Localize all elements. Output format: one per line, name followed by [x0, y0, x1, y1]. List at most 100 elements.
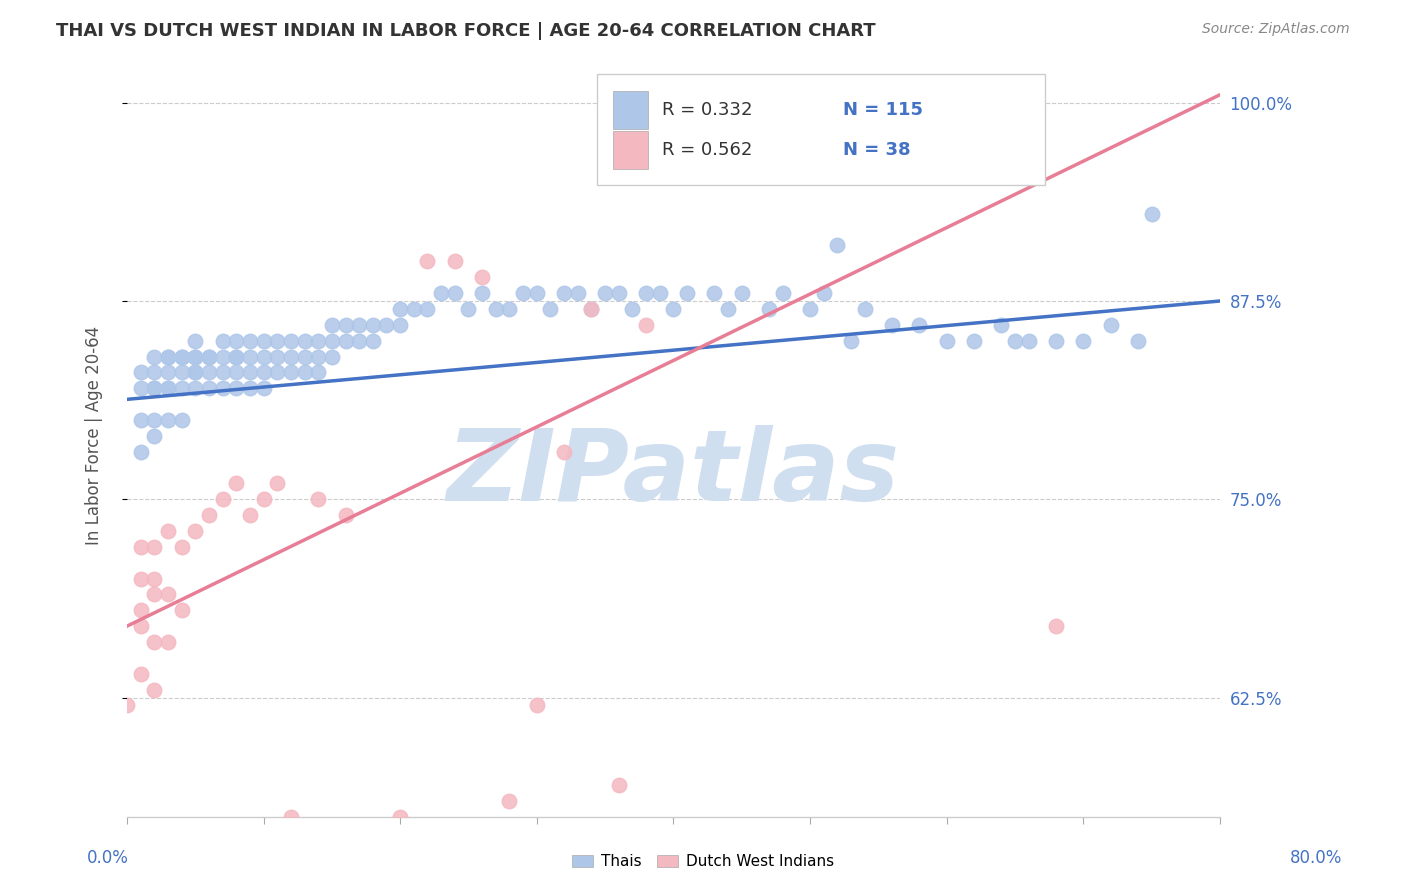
Point: [170, 603, 193, 617]
Point: [143, 429, 166, 443]
Point: [211, 381, 233, 395]
Point: [880, 318, 903, 332]
Point: [990, 318, 1012, 332]
Point: [170, 350, 193, 364]
Point: [280, 350, 302, 364]
Point: [143, 635, 166, 649]
Point: [1099, 318, 1122, 332]
Point: [143, 381, 166, 395]
Point: [198, 350, 221, 364]
Point: [225, 476, 247, 491]
Point: [239, 365, 262, 379]
Point: [375, 318, 398, 332]
Point: [170, 350, 193, 364]
Point: [853, 301, 876, 316]
Point: [239, 334, 262, 348]
Point: [935, 334, 957, 348]
Point: [129, 619, 152, 633]
Text: 0.0%: 0.0%: [87, 849, 129, 867]
Point: [307, 492, 329, 507]
Point: [321, 334, 343, 348]
Point: [266, 476, 288, 491]
Point: [211, 350, 233, 364]
Point: [1140, 207, 1163, 221]
Point: [1126, 334, 1149, 348]
Point: [307, 350, 329, 364]
Point: [239, 350, 262, 364]
Point: [526, 698, 548, 713]
Point: [239, 381, 262, 395]
Point: [908, 318, 931, 332]
Point: [839, 334, 862, 348]
Point: [676, 286, 699, 301]
Point: [129, 572, 152, 586]
Point: [813, 286, 835, 301]
Point: [361, 334, 384, 348]
Point: [184, 334, 207, 348]
Point: [307, 365, 329, 379]
Point: [143, 682, 166, 697]
Point: [211, 365, 233, 379]
Text: THAI VS DUTCH WEST INDIAN IN LABOR FORCE | AGE 20-64 CORRELATION CHART: THAI VS DUTCH WEST INDIAN IN LABOR FORCE…: [56, 22, 876, 40]
Point: [143, 381, 166, 395]
Point: [198, 381, 221, 395]
Point: [1045, 334, 1067, 348]
Bar: [613, 91, 648, 129]
Point: [266, 334, 288, 348]
Point: [581, 301, 603, 316]
Point: [170, 365, 193, 379]
Point: [170, 381, 193, 395]
Point: [156, 350, 179, 364]
Point: [389, 318, 412, 332]
Point: [416, 254, 439, 268]
Point: [225, 334, 247, 348]
Point: [252, 350, 274, 364]
Point: [239, 508, 262, 523]
Point: [198, 365, 221, 379]
Point: [198, 508, 221, 523]
Text: N = 115: N = 115: [842, 101, 922, 119]
Point: [553, 444, 575, 458]
Text: Source: ZipAtlas.com: Source: ZipAtlas.com: [1202, 22, 1350, 37]
Point: [266, 365, 288, 379]
Point: [498, 794, 520, 808]
Text: N = 38: N = 38: [842, 141, 911, 160]
Point: [607, 778, 630, 792]
Point: [1045, 619, 1067, 633]
Point: [143, 572, 166, 586]
Point: [457, 301, 479, 316]
Point: [211, 492, 233, 507]
Y-axis label: In Labor Force | Age 20-64: In Labor Force | Age 20-64: [86, 326, 103, 545]
Point: [553, 286, 575, 301]
Legend: Thais, Dutch West Indians: Thais, Dutch West Indians: [565, 848, 841, 875]
Point: [129, 444, 152, 458]
Point: [266, 350, 288, 364]
Bar: [613, 131, 648, 169]
Point: [1071, 334, 1094, 348]
Point: [184, 350, 207, 364]
Text: R = 0.562: R = 0.562: [662, 141, 752, 160]
Point: [225, 381, 247, 395]
Point: [963, 334, 986, 348]
Point: [335, 334, 357, 348]
Point: [538, 301, 561, 316]
Point: [471, 286, 494, 301]
Point: [731, 286, 754, 301]
Point: [156, 365, 179, 379]
Point: [280, 365, 302, 379]
Point: [252, 381, 274, 395]
Point: [252, 492, 274, 507]
Point: [156, 381, 179, 395]
Point: [280, 809, 302, 823]
Point: [156, 350, 179, 364]
Point: [827, 238, 849, 252]
Point: [129, 666, 152, 681]
Point: [1018, 334, 1040, 348]
Point: [581, 301, 603, 316]
Point: [636, 318, 658, 332]
Point: [471, 270, 494, 285]
Point: [184, 524, 207, 538]
Point: [648, 286, 671, 301]
Point: [156, 413, 179, 427]
Point: [321, 350, 343, 364]
